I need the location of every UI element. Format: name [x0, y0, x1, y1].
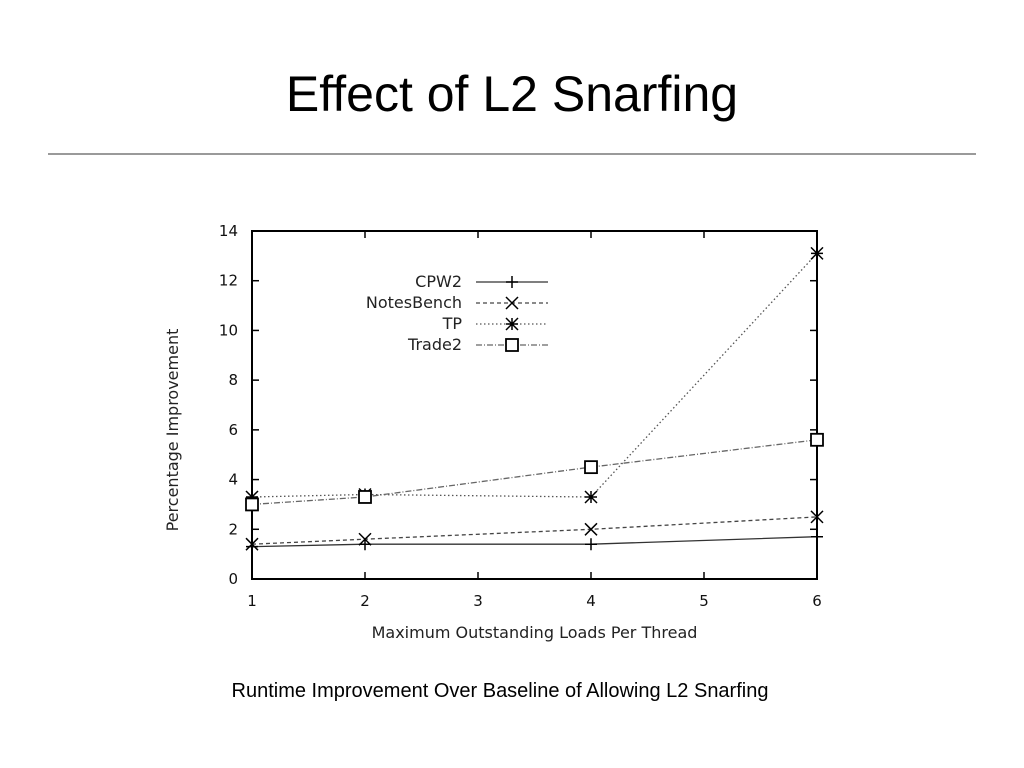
point-tp	[584, 490, 598, 504]
x-tick-label: 5	[699, 592, 709, 610]
title-divider	[48, 153, 976, 155]
x-tick-label: 1	[247, 592, 257, 610]
point-notesbench	[584, 522, 598, 536]
x-axis-title: Maximum Outstanding Loads Per Thread	[372, 623, 698, 642]
y-tick-label: 10	[219, 321, 238, 339]
legend-marker-cpw2	[506, 276, 518, 288]
point-trade2	[584, 460, 598, 475]
legend-marker-notesbench	[505, 296, 519, 310]
series-line-trade2	[251, 439, 818, 506]
legend-label-notesbench: NotesBench	[366, 293, 462, 312]
series-line-tp	[251, 252, 818, 498]
plot-frame	[251, 230, 818, 580]
legend-marker-trade2	[505, 338, 519, 352]
y-tick-label: 6	[228, 421, 238, 439]
point-trade2	[245, 497, 259, 512]
point-cpw2	[585, 538, 597, 551]
y-axis-title: Percentage Improvement	[163, 329, 182, 532]
series-line-notesbench	[251, 516, 818, 545]
y-tick-label: 8	[228, 371, 238, 389]
y-tick-label: 0	[228, 570, 238, 588]
x-tick-label: 3	[473, 592, 483, 610]
point-trade2	[810, 432, 824, 447]
y-tick-label: 12	[219, 272, 238, 290]
x-tick-label: 6	[812, 592, 822, 610]
legend-label-tp: TP	[442, 314, 463, 333]
point-cpw2	[246, 540, 258, 553]
point-notesbench	[810, 510, 824, 524]
series-line-cpw2	[251, 536, 818, 548]
point-tp	[810, 246, 824, 260]
x-tick-label: 4	[586, 592, 596, 610]
slide-title: Effect of L2 Snarfing	[285, 66, 739, 122]
point-tp	[245, 490, 259, 504]
y-tick-label: 14	[219, 222, 238, 240]
point-trade2	[358, 490, 372, 504]
legend-label-trade2: Trade2	[407, 335, 462, 354]
x-tick-label: 2	[360, 592, 370, 610]
legend-marker-tp	[505, 317, 519, 331]
chart-caption: Runtime Improvement Over Baseline of All…	[231, 680, 769, 702]
point-notesbench	[358, 532, 372, 546]
y-tick-label: 4	[228, 471, 238, 489]
y-tick-label: 2	[228, 520, 238, 538]
point-notesbench	[245, 537, 259, 551]
legend-label-cpw2: CPW2	[415, 272, 462, 291]
point-cpw2	[811, 530, 823, 543]
